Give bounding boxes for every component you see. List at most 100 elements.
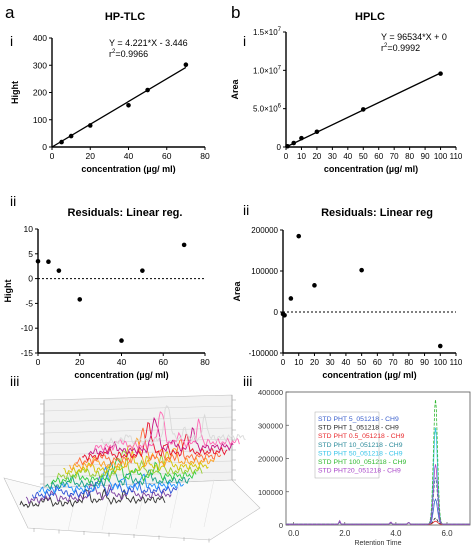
x-tick-label: 60 [162,151,172,161]
x-tick-label: 80 [404,358,413,367]
y-tick-label: 400 [33,33,47,43]
x-tick-label: 60 [373,358,382,367]
legend-entry: STD PHT 10_051218 - CH9 [318,442,403,449]
x-tick-label: 0 [281,358,286,367]
floor-grid-line [169,480,181,529]
x-tick-label: 100 [434,358,448,367]
y-tick-label: 0 [277,143,282,152]
y-axis-label: Hight [3,280,13,303]
densitogram-trace [69,437,216,471]
wall-grid-line [43,416,233,423]
data-point [314,129,320,135]
y-tick-label: 5.0×106 [253,104,282,114]
y-tick-label: -5 [25,298,33,308]
y-tick-label: 1.5×107 [253,27,282,37]
row-numeral-ii-left: ii [10,193,16,209]
legend-box [314,411,380,479]
floor-grid-line [101,483,113,531]
x-tick-label: 80 [405,152,414,161]
x-tick-label: 20 [75,357,85,367]
legend-entry: STD PHT 0.5_051218 - CH9 [318,433,405,440]
data-point [56,268,62,273]
chart-title: HPLC [355,11,385,23]
x-tick-label: 40 [341,358,350,367]
data-point [140,268,145,273]
x-tick-label: 20 [86,151,96,161]
y-tick-label: 0 [274,308,279,317]
data-point [35,258,41,264]
row-numeral-iii-right: iii [243,373,252,389]
x-tick-label: 0 [284,152,289,161]
x-tick-label: 10 [294,358,303,367]
x-tick-label: 90 [421,152,430,161]
y-axis-label: Hight [10,81,20,104]
data-point [288,296,294,301]
x-tick-label: 6.0 [441,529,453,538]
y-tick-label: -15 [21,348,34,358]
regression-line [51,66,187,148]
chart-hptlc-residuals: Residuals: Linear reg. 0 20 40 60 80 -15 -10 -5 0… [3,207,210,380]
data-point [68,133,74,139]
regression-equation: Y = 4.221*X - 3.446 [109,38,188,48]
data-point [46,259,51,265]
x-axis-label: Retention Time [354,540,401,547]
legend-entry: STD PHT20_051218 - CH9 [318,468,401,475]
y-tick-label: 0 [28,274,33,284]
x-tick-label: 30 [326,358,335,367]
densitogram-trace [25,483,172,504]
y-tick-label: 100000 [251,267,278,276]
x-axis-label: concentration (µg/ ml) [322,370,416,380]
r-squared-label: r2=0.9992 [381,43,420,53]
y-tick-label: 200 [33,88,47,98]
data-point [296,233,302,239]
densitogram-trace [81,422,228,462]
x-axis-label: concentration (µg/ ml) [81,164,175,174]
densitogram-trace [100,405,246,446]
data-point [360,107,366,112]
x-tick-label: 40 [124,151,134,161]
legend-entry: STD PHT 5_051218 - CH9 [318,416,399,423]
chromatogram-trace [286,477,470,525]
x-tick-label: 0 [36,357,41,367]
legend-entry: STD PHT 100_051218 - CH9 [318,459,406,466]
data-point [181,242,187,248]
x-tick-label: 2.0 [339,529,351,538]
panel-letter-b: b [231,3,240,22]
chart-hptlc-calibration: HP-TLC 0 20 40 60 80 0 100 200 300 400 concentratio… [10,11,210,174]
r-squared-label: r2=0.9966 [109,49,148,59]
x-tick-label: 40 [343,152,352,161]
x-tick-label: 4.0 [390,529,402,538]
chromatogram-trace [286,498,470,525]
legend-entry: STD PHT 1_051218 - CH9 [318,425,399,432]
x-tick-label: 70 [389,358,398,367]
data-point [359,267,364,273]
y-tick-label: 5 [28,249,33,259]
x-tick-label: 20 [310,358,319,367]
data-point [282,312,287,318]
chart-title: Residuals: Linear reg. [68,207,183,219]
chart-title: HP-TLC [105,11,145,23]
row-numeral-iii-left: iii [10,373,19,389]
legend-entry: STD PHT 50_051218 - CH9 [318,450,403,457]
data-point [119,338,124,343]
data-point [437,343,443,349]
y-tick-label: 0 [279,521,283,530]
densitogram-trace [75,427,222,466]
y-tick-label: 100 [33,115,47,125]
densitogram-trace [50,456,197,485]
y-tick-label: 0 [42,142,47,152]
x-tick-label: 30 [328,152,337,161]
wall-grid-line [43,405,233,412]
y-tick-label: 300 [33,60,47,70]
data-point [299,135,304,141]
x-tick-label: 100 [434,152,448,161]
chart-title: Residuals: Linear reg [321,207,433,219]
y-tick-label: -10 [21,323,34,333]
data-point [183,62,189,68]
y-tick-label: 400000 [258,388,283,397]
x-tick-label: 10 [297,152,306,161]
x-tick-label: 0.0 [288,529,300,538]
y-tick-label: -100000 [249,349,279,358]
x-tick-label: 90 [420,358,429,367]
data-point [59,139,64,145]
